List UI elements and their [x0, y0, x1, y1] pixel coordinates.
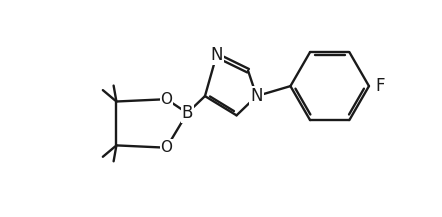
Text: B: B	[182, 104, 193, 122]
Text: N: N	[210, 46, 223, 64]
Text: O: O	[160, 140, 172, 155]
Text: F: F	[375, 77, 385, 95]
Text: N: N	[250, 87, 263, 105]
Text: O: O	[160, 92, 172, 107]
